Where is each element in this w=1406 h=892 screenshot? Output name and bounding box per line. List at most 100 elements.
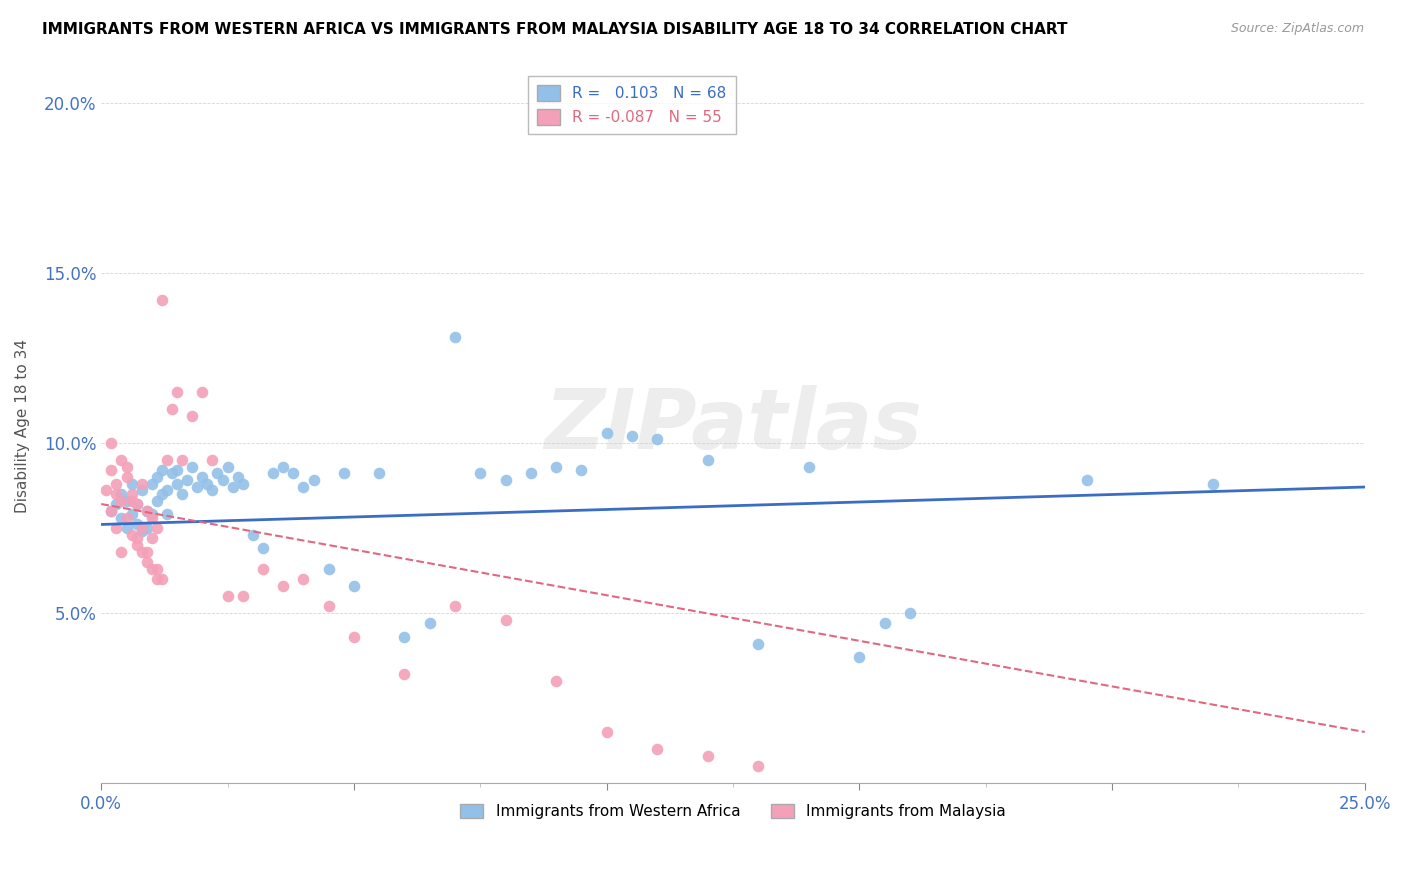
Point — [645, 742, 668, 756]
Point — [110, 493, 132, 508]
Point — [100, 504, 122, 518]
Point — [121, 527, 143, 541]
Point — [131, 524, 153, 539]
Point — [191, 470, 214, 484]
Point — [125, 538, 148, 552]
Point — [207, 467, 229, 481]
Point — [271, 459, 294, 474]
Point — [105, 521, 128, 535]
Point — [232, 476, 254, 491]
Point — [520, 467, 543, 481]
Point — [595, 725, 617, 739]
Point — [141, 508, 163, 522]
Point — [848, 650, 870, 665]
Text: ZIPatlas: ZIPatlas — [544, 385, 922, 467]
Point — [217, 589, 239, 603]
Point — [100, 463, 122, 477]
Point — [1076, 473, 1098, 487]
Point — [191, 384, 214, 399]
Point — [110, 452, 132, 467]
Point — [121, 508, 143, 522]
Point — [444, 599, 467, 613]
Point — [211, 473, 233, 487]
Point — [135, 544, 157, 558]
Point — [252, 541, 274, 556]
Point — [110, 510, 132, 524]
Point — [318, 599, 340, 613]
Point — [96, 483, 118, 498]
Point — [156, 452, 179, 467]
Point — [105, 476, 128, 491]
Point — [125, 517, 148, 532]
Point — [150, 487, 173, 501]
Point — [271, 579, 294, 593]
Text: Source: ZipAtlas.com: Source: ZipAtlas.com — [1230, 22, 1364, 36]
Point — [201, 452, 224, 467]
Point — [156, 508, 179, 522]
Point — [141, 562, 163, 576]
Point — [262, 467, 284, 481]
Point — [135, 504, 157, 518]
Point — [343, 579, 366, 593]
Point — [368, 467, 391, 481]
Point — [470, 467, 492, 481]
Point — [150, 572, 173, 586]
Point — [146, 562, 169, 576]
Text: IMMIGRANTS FROM WESTERN AFRICA VS IMMIGRANTS FROM MALAYSIA DISABILITY AGE 18 TO : IMMIGRANTS FROM WESTERN AFRICA VS IMMIGR… — [42, 22, 1067, 37]
Point — [115, 510, 138, 524]
Point — [419, 616, 441, 631]
Point — [444, 330, 467, 344]
Point — [135, 521, 157, 535]
Point — [146, 493, 169, 508]
Point — [131, 521, 153, 535]
Point — [747, 636, 769, 650]
Point — [318, 562, 340, 576]
Point — [146, 521, 169, 535]
Point — [131, 483, 153, 498]
Point — [146, 572, 169, 586]
Point — [105, 487, 128, 501]
Point — [394, 630, 416, 644]
Point — [125, 497, 148, 511]
Point — [131, 544, 153, 558]
Point — [595, 425, 617, 440]
Point — [226, 470, 249, 484]
Point — [747, 759, 769, 773]
Point — [181, 459, 204, 474]
Point — [135, 504, 157, 518]
Point — [100, 435, 122, 450]
Point — [292, 572, 315, 586]
Point — [302, 473, 325, 487]
Point — [201, 483, 224, 498]
Point — [333, 467, 356, 481]
Point — [150, 463, 173, 477]
Point — [131, 476, 153, 491]
Point — [135, 555, 157, 569]
Point — [172, 452, 194, 467]
Point — [125, 497, 148, 511]
Point — [121, 493, 143, 508]
Y-axis label: Disability Age 18 to 34: Disability Age 18 to 34 — [15, 339, 30, 513]
Point — [160, 401, 183, 416]
Point — [141, 510, 163, 524]
Point — [141, 476, 163, 491]
Point — [176, 473, 198, 487]
Point — [696, 452, 718, 467]
Point — [166, 384, 188, 399]
Point — [181, 409, 204, 423]
Point — [115, 470, 138, 484]
Legend: Immigrants from Western Africa, Immigrants from Malaysia: Immigrants from Western Africa, Immigran… — [454, 798, 1012, 825]
Point — [166, 463, 188, 477]
Point — [121, 476, 143, 491]
Point — [221, 480, 243, 494]
Point — [150, 293, 173, 307]
Point — [292, 480, 315, 494]
Point — [160, 467, 183, 481]
Point — [394, 667, 416, 681]
Point — [898, 606, 921, 620]
Point — [1202, 476, 1225, 491]
Point — [115, 459, 138, 474]
Point — [115, 493, 138, 508]
Point — [242, 527, 264, 541]
Point — [195, 476, 218, 491]
